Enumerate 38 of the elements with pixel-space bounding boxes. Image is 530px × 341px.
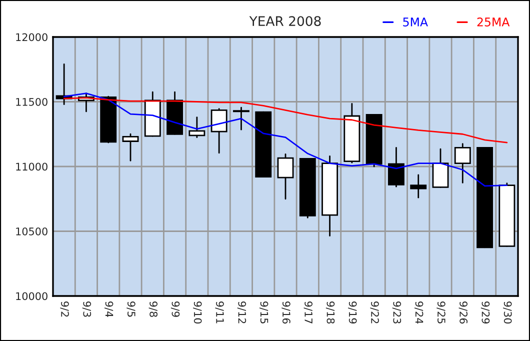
x-tick-label: 9/10 <box>193 302 202 324</box>
x-tick-label: 9/12 <box>237 302 246 324</box>
x-tick-label: 9/4 <box>104 302 114 318</box>
legend-label: 25MA <box>477 18 510 26</box>
candlestick <box>454 143 471 184</box>
x-tick-label: 9/24 <box>414 302 424 324</box>
chart-title: YEAR 2008 <box>249 16 321 26</box>
x-tick-label: 9/8 <box>148 302 158 317</box>
x-tick-label: 9/11 <box>215 302 224 324</box>
x-tick-label: 9/2 <box>60 302 69 317</box>
y-tick-label: 11500 <box>16 98 48 106</box>
y-tick-label: 10000 <box>16 292 48 300</box>
candlestick <box>122 133 139 162</box>
x-tick-label: 9/26 <box>458 302 468 324</box>
x-tick-label: 9/16 <box>282 302 290 324</box>
x-tick-label: 9/17 <box>304 302 312 324</box>
x-tick-label: 9/19 <box>348 302 357 324</box>
legend-label: 5MA <box>403 18 428 26</box>
candlestick <box>232 106 250 130</box>
x-tick-label: 9/3 <box>82 302 92 317</box>
x-tick-label: 9/29 <box>480 302 490 324</box>
candlestick <box>388 147 404 188</box>
y-tick-label: 12000 <box>16 33 48 42</box>
y-tick-label: 11000 <box>16 162 48 171</box>
candlestick <box>410 174 427 198</box>
x-tick-label: 9/30 <box>503 302 512 324</box>
y-tick-label: 10500 <box>16 227 48 236</box>
x-tick-label: 9/15 <box>260 302 268 324</box>
x-tick-label: 9/5 <box>126 302 136 317</box>
candlestick <box>188 116 206 138</box>
candlestick <box>432 148 449 188</box>
candlestick <box>210 108 228 154</box>
x-tick-label: 9/22 <box>370 302 379 324</box>
x-tick-label: 9/9 <box>170 302 180 317</box>
candlestick <box>277 154 294 200</box>
x-tick-label: 9/23 <box>392 302 402 324</box>
x-tick-label: 9/25 <box>436 302 446 324</box>
x-tick-label: 9/18 <box>326 302 335 324</box>
